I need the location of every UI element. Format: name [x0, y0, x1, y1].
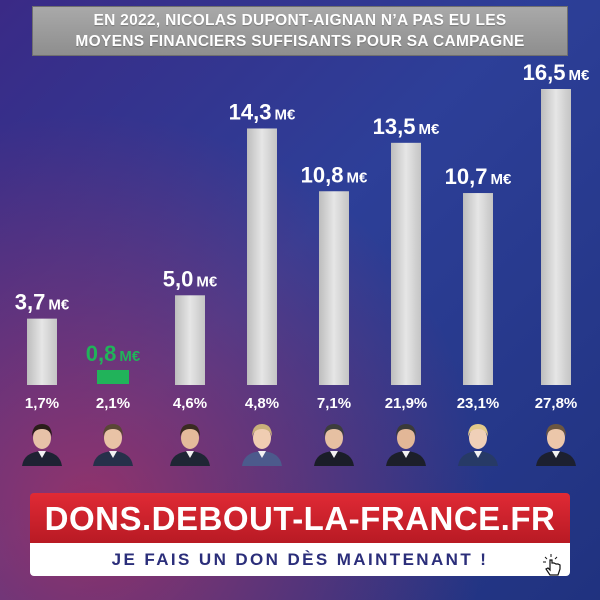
candidate-avatar-2: [164, 418, 216, 466]
category-label-4: 7,1%: [317, 395, 351, 412]
category-label-0: 1,7%: [25, 395, 59, 412]
value-label-6: 10,7 M€: [445, 164, 512, 189]
candidate-avatar-7: [530, 418, 582, 466]
value-label-7: 16,5 M€: [523, 60, 590, 85]
value-label-1: 0,8 M€: [86, 341, 141, 366]
bar-6: [463, 193, 493, 385]
category-label-2: 4,6%: [173, 395, 207, 412]
title-banner: EN 2022, NICOLAS DUPONT-AIGNAN N’A PAS E…: [32, 6, 568, 56]
bar-chart: 3,7 M€ 0,8 M€ 5,0 M€ 14,3 M€ 10,8 M€13,5 M€10,7 M€ 1…: [15, 60, 590, 412]
category-label-1: 2,1%: [96, 395, 130, 412]
donation-site-link[interactable]: DONS.DEBOUT-LA-FRANCE.FR: [44, 500, 556, 537]
bar-1: [97, 370, 129, 384]
value-label-2: 5,0 M€: [163, 266, 218, 291]
title-line-1: EN 2022, NICOLAS DUPONT-AIGNAN N’A PAS E…: [93, 12, 507, 29]
candidate-avatar-3: [236, 418, 288, 466]
candidate-avatar-5: [380, 418, 432, 466]
bar-5: [391, 142, 421, 385]
bars-group: [27, 89, 571, 385]
candidate-avatar-6: [452, 418, 504, 466]
category-labels-group: 1,7% 2,1% 4,6% 4,8% 7,1% 21,9% 23,1% 27,8%: [25, 395, 577, 412]
candidate-avatar-0: [16, 418, 68, 466]
bar-7: [541, 89, 571, 385]
pointer-cursor-icon: [543, 554, 561, 576]
title-line-2: MOYENS FINANCIERS SUFFISANTS POUR SA CAM…: [75, 33, 525, 50]
donation-site-banner[interactable]: DONS.DEBOUT-LA-FRANCE.FR: [30, 493, 570, 543]
value-labels-group: 3,7 M€ 0,8 M€ 5,0 M€ 14,3 M€ 10,8 M€13,5 M€10,7 M€ 1…: [15, 60, 590, 366]
donate-button-label: JE FAIS UN DON DÈS MAINTENANT !: [111, 550, 489, 569]
value-label-5: 13,5 M€: [373, 114, 440, 139]
category-label-5: 21,9%: [385, 395, 428, 412]
value-label-3: 14,3 M€: [229, 99, 296, 124]
bar-4: [319, 191, 349, 385]
value-label-4: 10,8 M€: [301, 162, 368, 187]
value-label-0: 3,7 M€: [15, 290, 70, 315]
bar-3: [247, 128, 277, 385]
donate-button[interactable]: JE FAIS UN DON DÈS MAINTENANT !: [30, 543, 570, 576]
category-label-7: 27,8%: [535, 395, 578, 412]
candidate-avatar-1: [87, 418, 139, 466]
category-label-3: 4,8%: [245, 395, 279, 412]
candidate-avatar-4: [308, 418, 360, 466]
bar-0: [27, 318, 57, 385]
bar-2: [175, 295, 205, 385]
category-label-6: 23,1%: [457, 395, 500, 412]
